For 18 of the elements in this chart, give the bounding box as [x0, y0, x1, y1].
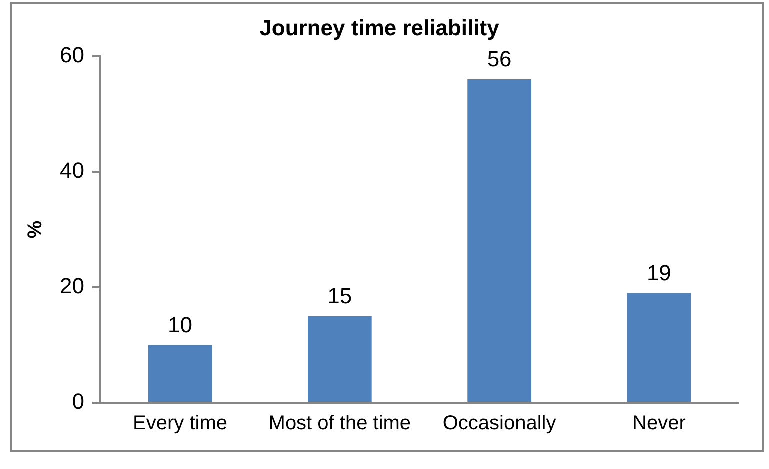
bar — [627, 293, 692, 402]
y-tick-label: 60 — [60, 42, 84, 68]
x-tick-label: Every time — [133, 412, 228, 435]
x-tick-label: Most of the time — [268, 412, 412, 435]
bar — [468, 80, 532, 402]
y-tick-label: 40 — [60, 158, 84, 183]
x-tick-label: Occasionally — [442, 412, 556, 435]
y-axis-title: % — [24, 220, 47, 239]
bar — [148, 345, 212, 402]
bar — [308, 316, 372, 402]
data-label: 56 — [487, 46, 512, 72]
y-tick-label: 20 — [60, 274, 84, 299]
x-tick-label: Never — [632, 412, 686, 435]
data-label: 10 — [168, 312, 193, 338]
chart-title: Journey time reliability — [260, 15, 500, 40]
data-label: 15 — [328, 283, 352, 308]
y-tick-label: 0 — [72, 389, 84, 414]
data-label: 19 — [646, 260, 672, 286]
